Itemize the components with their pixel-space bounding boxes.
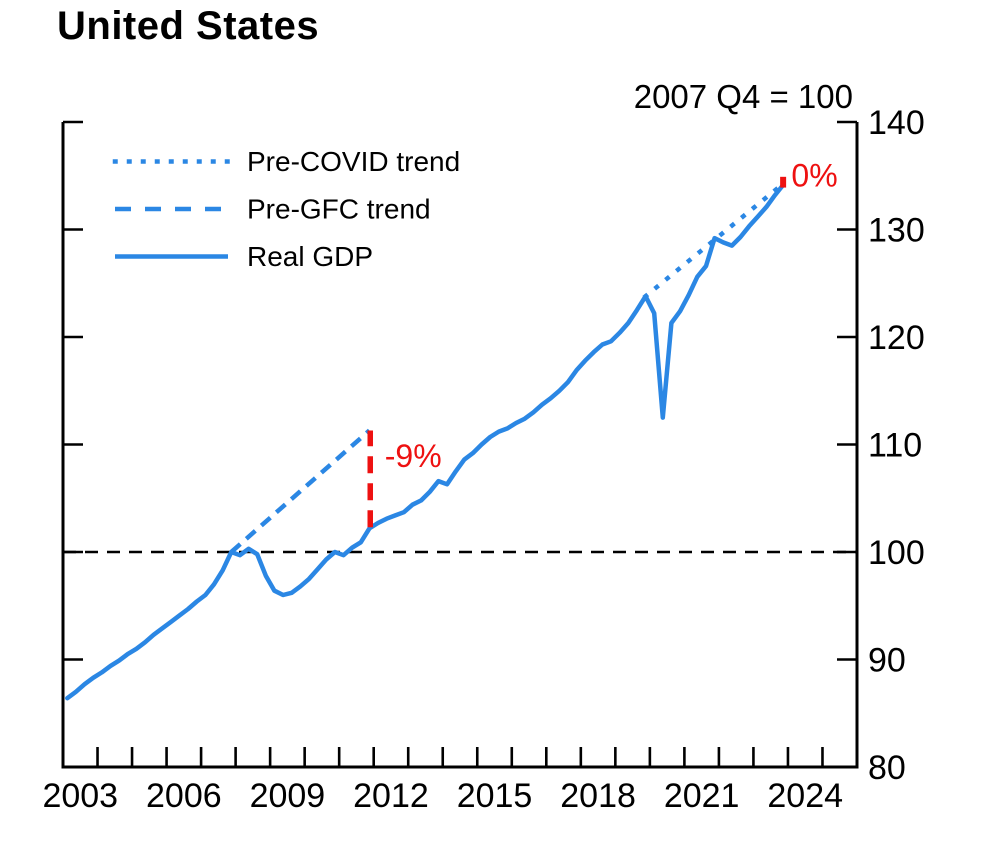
y-tick-label: 80 — [868, 749, 906, 787]
pre-covid-trend-line — [642, 180, 787, 300]
x-tick-label: 2024 — [767, 777, 843, 815]
y-tick-label: 110 — [868, 427, 922, 465]
x-tick-label: 2006 — [146, 777, 222, 815]
y-tick-label: 100 — [868, 534, 925, 572]
y-tick-label: 120 — [868, 319, 925, 357]
x-tick-label: 2012 — [353, 777, 429, 815]
covid-gap-label: 0% — [791, 158, 837, 194]
pre-gfc-trend-line — [229, 428, 371, 554]
legend-label-pre-covid-trend: Pre-COVID trend — [247, 146, 460, 177]
x-tick-label: 2015 — [457, 777, 533, 815]
legend-label-pre-gfc-trend: Pre-GFC trend — [247, 194, 431, 225]
x-tick-label: 2021 — [664, 777, 740, 815]
y-tick-label: 90 — [868, 642, 906, 680]
y-tick-label: 140 — [868, 104, 925, 142]
real-gdp-line — [65, 182, 786, 701]
legend-label-real-gdp: Real GDP — [247, 241, 373, 272]
x-tick-label: 2003 — [42, 777, 118, 815]
chart-title: United States — [57, 4, 320, 48]
gfc-gap-label: -9% — [385, 438, 442, 474]
index-base-note: 2007 Q4 = 100 — [633, 78, 853, 115]
y-tick-label: 130 — [868, 212, 925, 250]
x-tick-label: 2018 — [560, 777, 636, 815]
x-tick-label: 2009 — [250, 777, 326, 815]
